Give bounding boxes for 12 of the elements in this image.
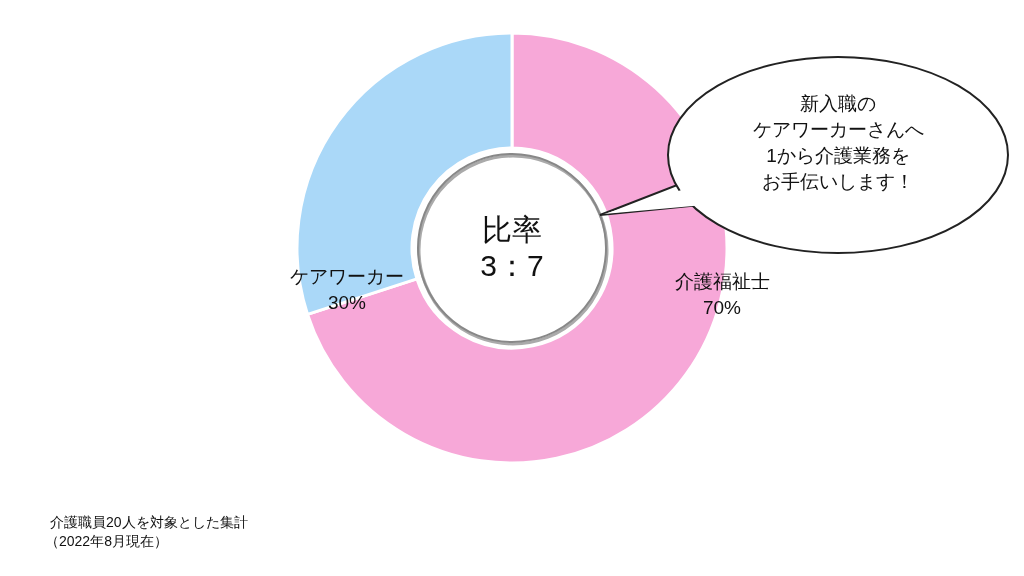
text: お手伝いします！ bbox=[762, 171, 914, 192]
text: 介護職員20人を対象とした集計 bbox=[50, 514, 248, 530]
text: 3：7 bbox=[480, 249, 544, 282]
text: 比率 bbox=[482, 213, 542, 246]
text: 新入職の bbox=[800, 93, 876, 114]
text: ケアワーカーさんへ bbox=[752, 119, 924, 140]
data-label: 70% bbox=[702, 297, 742, 318]
data-label: 30% bbox=[327, 292, 367, 313]
slice-label: ケアワーカー bbox=[290, 266, 404, 287]
text: （2022年8月現在） bbox=[45, 533, 168, 549]
slice-label: 介護福祉士 bbox=[674, 271, 770, 292]
text: 1から介護業務を bbox=[766, 145, 910, 166]
